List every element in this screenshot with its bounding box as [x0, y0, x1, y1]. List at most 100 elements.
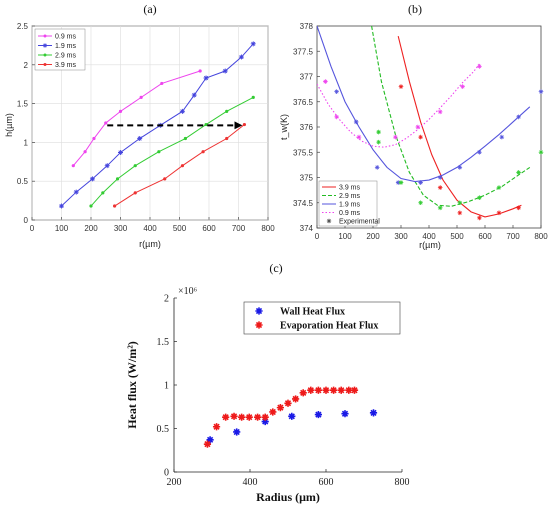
panel-b-experimental-point: [538, 149, 544, 155]
panel-b-experimental-point: [499, 134, 505, 140]
panel-b-experimental-point: [334, 114, 339, 120]
panel-a-data-point: [104, 163, 110, 169]
panel-c-data-point: [337, 386, 345, 394]
panel-a-data-point: [160, 81, 164, 86]
panel-b-experimental-point: [418, 180, 423, 185]
panel-c-y-tick-label: 0.5: [157, 424, 170, 435]
panel-b-series-line: [397, 35, 522, 218]
panel-c-legend-marker: [255, 321, 263, 329]
panel-b-experimental-point: [374, 165, 380, 170]
panel-b-series-line: [371, 26, 531, 207]
panel-c-legend-marker: [255, 307, 263, 315]
panel-a-data-point: [183, 136, 187, 141]
panel-a-data-point: [115, 177, 120, 181]
panel-b-experimental-point: [538, 89, 544, 94]
panel-a-legend: 0.9 ms 1.9 ms 2.9 ms 3.9 ms: [34, 28, 86, 71]
panel-b-experimental-point: [457, 165, 463, 170]
panel-b-experimental-point: [398, 180, 404, 185]
panel-c-y-tick-label: 2: [164, 294, 169, 305]
panel-b-x-tick-label: 800: [534, 232, 548, 241]
panel-a-x-tick-label: 600: [202, 224, 216, 233]
panel-a-x-tick-label: 800: [261, 224, 275, 233]
panel-b-y-tick-label: 374: [300, 224, 314, 233]
panel-b-x-tick-label: 600: [478, 232, 492, 241]
panel-a-series-line: [90, 96, 254, 207]
panel-b-x-tick-label: 0: [315, 232, 320, 241]
panel-a-data-point: [179, 108, 185, 114]
panel-c-axes: 200 400 600 800 0 0.5 1 1.5 2: [157, 294, 410, 489]
panel-c-data-point: [307, 386, 315, 394]
panel-c-data-point: [350, 386, 359, 394]
panel-b-experimental-point: [516, 170, 521, 175]
panel-a-data-point: [104, 121, 108, 125]
panel-a-legend-marker: [43, 63, 47, 66]
panel-b-x-tick-label: 300: [394, 232, 408, 241]
panel-a-data-point: [238, 54, 244, 60]
panel-a-data-point: [133, 164, 137, 168]
panel-b-experimental-point: [460, 84, 465, 89]
panel-a-data-point: [139, 95, 143, 99]
panel-c-data-point: [233, 428, 241, 436]
panel-b-x-tick-label: 100: [338, 232, 352, 241]
panel-a-y-tick-label: 0: [24, 216, 29, 225]
panel-a-data-point: [101, 191, 105, 195]
panel-b-experimental-point: [437, 185, 443, 190]
panel-b-experimental-point: [477, 149, 482, 155]
panel-b-legend-label: 0.9 ms: [339, 210, 361, 217]
panel-c-y-tick-label: 0: [164, 468, 169, 479]
panel-a-x-tick-label: 0: [30, 224, 35, 233]
panel-b-experimental-point: [457, 200, 463, 206]
panel-a-data-point: [251, 95, 255, 99]
panel-a-data-point: [59, 203, 64, 209]
panel-b-experimental-point: [323, 79, 328, 84]
panel-c-label: (c): [269, 261, 282, 275]
panel-b-x-axis-label: r(µm): [419, 240, 441, 250]
panel-c-data-point: [276, 404, 284, 412]
panel-a-data-point: [118, 109, 123, 113]
panel-a-label: (a): [143, 2, 156, 16]
panel-a-x-tick-label: 200: [84, 224, 98, 233]
panel-b-legend-marker: [326, 218, 332, 224]
panel-b-series-line: [317, 26, 531, 183]
panel-c-data-point: [341, 410, 349, 418]
panel-c-data-point: [203, 440, 212, 448]
panel-b-series-line: [317, 63, 480, 148]
panel-b-experimental-point: [496, 210, 502, 216]
panel-a-y-tick-label: 2: [24, 61, 29, 70]
panel-a-data-point: [163, 177, 167, 181]
panel-a-data-point: [180, 164, 185, 168]
panel-a-legend-label: 1.9 ms: [55, 43, 77, 50]
panel-b-legend: 3.9 ms2.9 ms 1.9 ms0.9 ms Experimental: [318, 180, 380, 227]
panel-a-x-tick-label: 100: [55, 224, 69, 233]
panel-b-experimental-point: [496, 185, 502, 190]
panel-a-series-2: [89, 95, 255, 208]
panel-c-data-point: [212, 423, 221, 431]
panel-a-data-point: [71, 164, 75, 168]
panel-c-data-point: [345, 386, 353, 394]
panel-a-x-tick-label: 400: [143, 224, 157, 233]
panel-b-x-tick-label: 700: [506, 232, 520, 241]
panel-a-legend-marker: [43, 34, 47, 38]
panel-a-legend-label: 2.9 ms: [55, 53, 77, 60]
panel-c-data-point: [292, 395, 300, 403]
panel-b-experimental-point: [395, 180, 401, 185]
panel-c-x-axis-label: Radius (μm): [256, 490, 320, 504]
panel-c-data-point: [330, 386, 338, 394]
panel-a-data-point: [73, 189, 79, 195]
panel-a-data-point: [191, 92, 197, 98]
panel-b-legend-label: 1.9 ms: [339, 202, 361, 209]
panel-b-y-tick-label: 374.5: [293, 199, 314, 208]
panel-a-axes: 0 100 200 300 400 500 600 700 800 0 0.5 1 1.5 2 2.5: [17, 22, 275, 233]
panel-a-data-point: [157, 150, 161, 154]
panel-c-x-tick-label: 800: [395, 477, 410, 488]
panel-b-experimental-point: [356, 134, 362, 140]
panel-b-x-tick-label: 400: [422, 232, 436, 241]
panel-b-experimental-point: [477, 215, 482, 221]
panel-c-data-point: [261, 413, 269, 421]
panel-b-experimental-point: [516, 114, 521, 120]
panel-a-data-point: [225, 136, 229, 141]
panel-b-y-tick-label: 376: [300, 123, 314, 132]
panel-c-data-point: [245, 413, 253, 421]
panel-a-data-point: [204, 122, 208, 127]
